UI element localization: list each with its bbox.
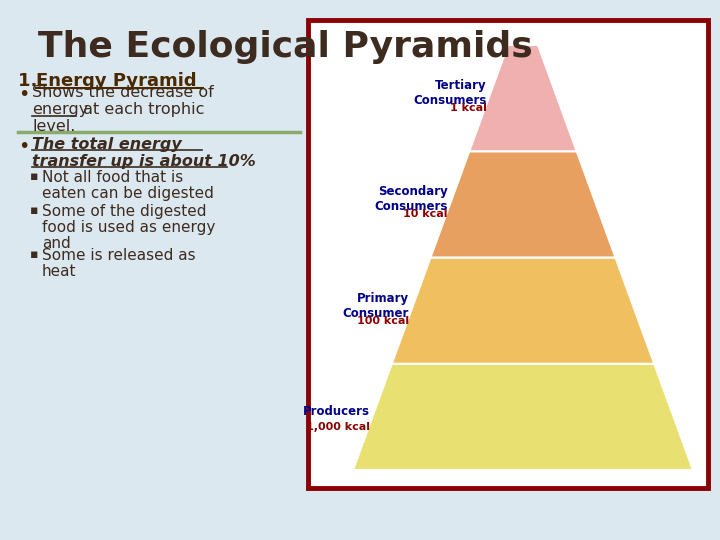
Text: 1 kcal: 1 kcal [450, 103, 487, 113]
FancyBboxPatch shape [308, 20, 708, 488]
Text: The total energy: The total energy [32, 137, 181, 152]
Text: food is used as energy: food is used as energy [42, 220, 215, 235]
Text: Producers: Producers [303, 406, 370, 419]
Text: at each trophic: at each trophic [78, 102, 204, 117]
Text: •: • [18, 137, 30, 156]
Text: Primary
Consumer: Primary Consumer [343, 292, 409, 320]
Text: and: and [42, 236, 71, 251]
Text: Some of the digested: Some of the digested [42, 204, 207, 219]
Text: level.: level. [32, 119, 76, 134]
Text: Shows the decrease of: Shows the decrease of [32, 85, 214, 100]
Polygon shape [353, 364, 693, 470]
Text: Not all food that is: Not all food that is [42, 170, 184, 185]
Text: Energy Pyramid: Energy Pyramid [36, 72, 197, 90]
Text: 10 kcal: 10 kcal [403, 210, 448, 219]
Text: 1,000 kcal: 1,000 kcal [307, 422, 370, 432]
Text: ▪: ▪ [30, 248, 38, 261]
Text: transfer up is about 10%: transfer up is about 10% [32, 154, 256, 169]
Text: ▪: ▪ [30, 170, 38, 183]
Text: ▪: ▪ [30, 204, 38, 217]
Text: Secondary
Consumers: Secondary Consumers [374, 185, 448, 213]
Text: Some is released as: Some is released as [42, 248, 196, 263]
Text: 1.: 1. [18, 72, 44, 90]
Text: The Ecological Pyramids: The Ecological Pyramids [38, 30, 533, 64]
Text: Tertiary
Consumers: Tertiary Consumers [413, 79, 487, 107]
Text: 100 kcal: 100 kcal [357, 315, 409, 326]
Text: •: • [18, 85, 30, 104]
Text: eaten can be digested: eaten can be digested [42, 186, 214, 201]
Polygon shape [392, 258, 654, 364]
Text: energy: energy [32, 102, 89, 117]
Text: heat: heat [42, 264, 76, 279]
Polygon shape [469, 45, 577, 151]
Polygon shape [431, 151, 616, 258]
